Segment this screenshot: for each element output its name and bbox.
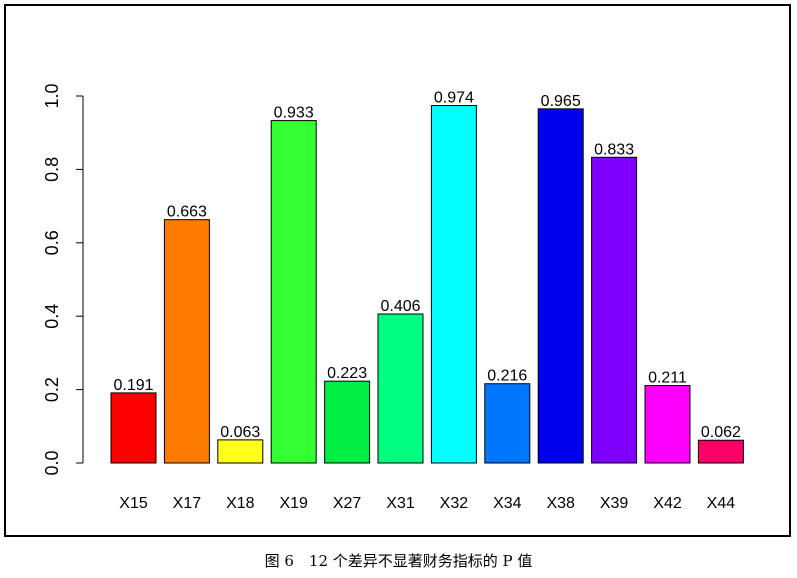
bar-x15 [110, 392, 157, 464]
data-label: 0.223 [327, 365, 367, 382]
y-tick-label: 0.8 [42, 157, 62, 182]
data-label: 0.933 [274, 105, 314, 122]
bars-group [110, 105, 744, 464]
data-label: 0.191 [113, 377, 153, 394]
y-tick-label: 0.6 [42, 230, 62, 255]
x-tick-label: X42 [653, 495, 682, 512]
data-label: 0.216 [487, 368, 527, 385]
y-tick-label: 0.4 [42, 304, 62, 329]
y-tick-label: 1.0 [42, 83, 62, 108]
bar-x39 [591, 156, 638, 464]
x-tick-label: X17 [173, 495, 202, 512]
bar-x19 [270, 120, 317, 464]
x-tick-label: X34 [493, 495, 522, 512]
bar-x38 [537, 108, 584, 464]
data-label: 0.965 [541, 93, 581, 110]
y-tick-label: 0.0 [42, 450, 62, 475]
data-label: 0.974 [434, 90, 474, 107]
data-label: 0.833 [594, 141, 634, 158]
data-label: 0.063 [220, 424, 260, 441]
figure-caption: 图 6 12 个差异不显著财务指标的 P 值 [264, 552, 533, 570]
x-tick-label: X18 [226, 495, 255, 512]
y-axis: 0.0 0.2 0.4 0.6 0.8 1.0 [42, 83, 84, 476]
bar-x34 [484, 383, 531, 464]
x-tick-labels-group: X15 X17 X18 X19 X27 X31 X32 X34 X38 X39 X42 X44 [119, 495, 735, 512]
bar-x32 [430, 105, 477, 464]
data-labels-group: 0.191 0.663 0.063 0.933 0.223 0.406 0.974 0.216… [113, 90, 741, 442]
data-label: 0.211 [648, 370, 687, 387]
data-label: 0.663 [167, 204, 207, 221]
bar-x18 [217, 439, 264, 464]
x-tick-label: X44 [707, 495, 736, 512]
x-tick-label: X31 [386, 495, 415, 512]
bar-x17 [163, 219, 210, 464]
x-tick-label: X19 [279, 495, 308, 512]
x-tick-label: X32 [440, 495, 469, 512]
x-tick-label: X27 [333, 495, 362, 512]
data-label: 0.406 [380, 298, 420, 315]
bar-x42 [644, 385, 691, 464]
bar-x27 [324, 380, 371, 464]
bar-chart: 0.00.20.40.60.81.0 0.1910.6630.0630.9330… [42, 83, 744, 512]
x-tick-label: X38 [546, 495, 575, 512]
bar-x44 [697, 439, 744, 464]
bar-x31 [377, 313, 424, 464]
x-tick-label: X39 [600, 495, 629, 512]
chart-frame: 0.0 0.2 0.4 0.6 0.8 1.0 0.191 0.663 0.063 0.933 0… [4, 4, 791, 537]
x-tick-label: X15 [119, 495, 148, 512]
data-label: 0.062 [701, 424, 741, 441]
y-tick-label: 0.2 [42, 377, 62, 402]
